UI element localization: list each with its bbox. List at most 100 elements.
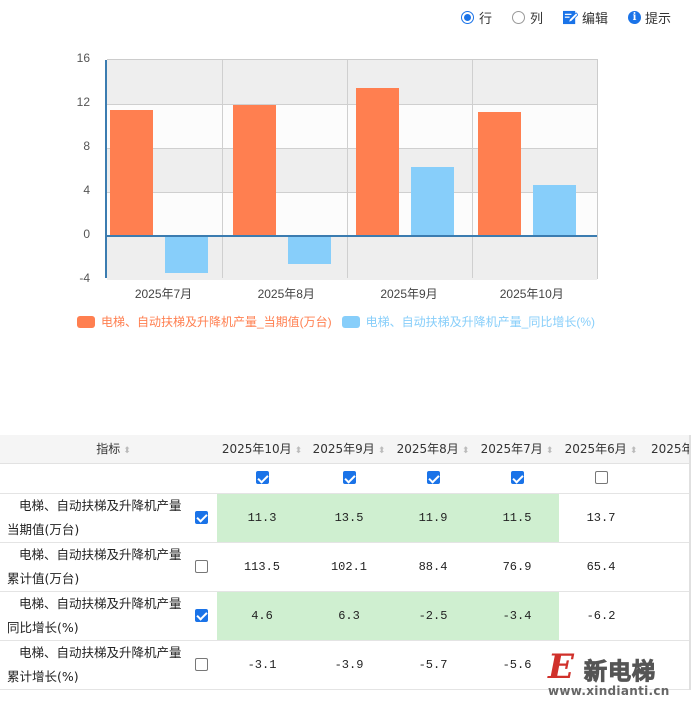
bar-current-value[interactable]: [478, 111, 522, 236]
cell: -2.5: [391, 591, 475, 641]
row-checkbox[interactable]: [194, 657, 208, 671]
data-table: 指标 ⬍ 2025年10月 ⬍ 2025年9月 ⬍ 2025年8月 ⬍ 2025年7月 ⬍…: [0, 435, 691, 690]
legend-item-current-value[interactable]: 电梯、自动扶梯及升降机产量_当期值(万台): [77, 313, 332, 330]
cell: 65.4: [559, 542, 643, 592]
legend-swatch-orange: [77, 315, 95, 328]
bar-current-value[interactable]: [110, 109, 153, 236]
y-tick-label: 12: [76, 95, 90, 109]
header-col-2025-05-partial[interactable]: 2025年: [643, 435, 691, 464]
x-tick-label: 2025年10月: [499, 287, 564, 301]
column-select-row: [0, 463, 691, 494]
row-checkbox[interactable]: [194, 559, 208, 573]
legend-swatch-blue: [341, 315, 360, 328]
table-row: 电梯、自动扶梯及升降机产量 当期值(万台) 11.3 13.5 11.9 11.5…: [0, 493, 691, 543]
header-label: 2025年10月: [221, 442, 292, 457]
column-radio-label: 列: [529, 11, 543, 27]
bar-current-value[interactable]: [355, 87, 399, 236]
y-tick-label: -4: [79, 271, 90, 285]
x-tick-label: 2025年9月: [380, 287, 438, 301]
cell: -3.9: [307, 640, 391, 690]
sort-icon[interactable]: ⬍: [377, 446, 386, 457]
cell: 11.5: [475, 493, 559, 543]
row-label: 电梯、自动扶梯及升降机产量 同比增长(%): [0, 591, 185, 641]
sort-icon[interactable]: ⬍: [123, 446, 131, 457]
cell: 6.3: [307, 591, 391, 641]
row-radio-button[interactable]: [460, 10, 474, 24]
header-label: 2025年9月: [312, 442, 375, 457]
sort-icon[interactable]: ⬍: [294, 446, 303, 457]
cell: 13.5: [307, 493, 391, 543]
row-label: 电梯、自动扶梯及升降机产量 当期值(万台): [0, 493, 185, 543]
table-row: 电梯、自动扶梯及升降机产量 累计值(万台) 113.5 102.1 88.4 76…: [0, 542, 691, 592]
cell: 4.6: [217, 591, 307, 641]
bar-yoy-growth[interactable]: [533, 185, 577, 236]
cell: 76.9: [475, 542, 559, 592]
cell: -5.7: [391, 640, 475, 690]
header-label: 2025年8月: [396, 442, 459, 457]
edit-label: 编辑: [581, 11, 608, 27]
column-checkbox-2025-08[interactable]: [426, 471, 440, 485]
header-col-2025-08[interactable]: 2025年8月 ⬍: [391, 435, 475, 464]
y-tick-label: 16: [76, 51, 90, 65]
sort-icon[interactable]: ⬍: [629, 446, 638, 457]
row-radio-label: 行: [478, 11, 492, 27]
header-col-2025-06[interactable]: 2025年6月 ⬍: [559, 435, 643, 464]
sort-icon[interactable]: ⬍: [545, 446, 554, 457]
column-checkbox-2025-10[interactable]: [255, 471, 269, 485]
header-indicator[interactable]: 指标 ⬍: [0, 435, 217, 464]
edit-button[interactable]: 编辑: [562, 8, 608, 27]
legend-item-yoy-growth[interactable]: 电梯、自动扶梯及升降机产量_同比增长(%): [341, 313, 596, 330]
y-tick-label: 8: [83, 139, 90, 153]
row-label: 电梯、自动扶梯及升降机产量 累计增长(%): [0, 640, 185, 690]
column-radio-option[interactable]: 列: [511, 8, 543, 27]
table-row: 电梯、自动扶梯及升降机产量 同比增长(%) 4.6 6.3 -2.5 -3.4 -…: [0, 591, 691, 641]
x-tick-label: 2025年7月: [134, 287, 193, 301]
bar-yoy-growth[interactable]: [287, 236, 331, 264]
row-radio-option[interactable]: 行: [460, 8, 492, 27]
bar-yoy-growth[interactable]: [410, 166, 454, 236]
cell: 11.9: [391, 493, 475, 543]
header-col-2025-10[interactable]: 2025年10月 ⬍: [217, 435, 307, 464]
cell: 13.7: [559, 493, 643, 543]
cell: [559, 640, 643, 690]
y-tick-label: 0: [83, 227, 90, 241]
cell: 88.4: [391, 542, 475, 592]
header-col-2025-09[interactable]: 2025年9月 ⬍: [307, 435, 391, 464]
info-icon: i: [627, 10, 641, 24]
toolbar: 行 列 编辑 i 提示: [460, 6, 671, 28]
table-scroll-edge: [689, 435, 691, 690]
cell: -3.4: [475, 591, 559, 641]
hint-button[interactable]: i 提示: [627, 8, 671, 27]
x-tick-label: 2025年8月: [257, 287, 315, 301]
watermark-url: www.xindianti.cn: [548, 684, 670, 698]
header-col-2025-07[interactable]: 2025年7月 ⬍: [475, 435, 559, 464]
bar-yoy-growth[interactable]: [165, 236, 208, 274]
sort-icon[interactable]: ⬍: [461, 446, 470, 457]
header-indicator-label: 指标: [96, 442, 121, 457]
cell: -5.6: [475, 640, 559, 690]
column-radio-button[interactable]: [511, 10, 525, 24]
cell: 102.1: [307, 542, 391, 592]
column-checkbox-2025-07[interactable]: [510, 471, 524, 485]
y-tick-label: 4: [83, 183, 90, 197]
column-checkbox-2025-06[interactable]: [594, 471, 608, 485]
y-axis-line: [105, 60, 107, 278]
table-row: 电梯、自动扶梯及升降机产量 累计增长(%) -3.1 -3.9 -5.7 -5.6: [0, 640, 691, 690]
row-checkbox[interactable]: [194, 510, 208, 524]
header-label: 2025年6月: [564, 442, 627, 457]
column-checkbox-2025-09[interactable]: [342, 471, 356, 485]
watermark-brand: 新电梯: [584, 659, 656, 686]
zero-axis-line: [107, 235, 597, 237]
legend-label: 电梯、自动扶梯及升降机产量_当期值(万台): [101, 315, 332, 329]
bar-current-value[interactable]: [232, 105, 276, 236]
logo-e-icon: E: [548, 647, 574, 687]
hint-label: 提示: [644, 11, 671, 27]
edit-pencil-icon: [562, 10, 578, 24]
legend-label: 电梯、自动扶梯及升降机产量_同比增长(%): [365, 315, 596, 329]
row-checkbox[interactable]: [194, 608, 208, 622]
header-label: 2025年7月: [480, 442, 543, 457]
cell: -6.2: [559, 591, 643, 641]
cell: -3.1: [217, 640, 307, 690]
cell: 113.5: [217, 542, 307, 592]
cell: 11.3: [217, 493, 307, 543]
